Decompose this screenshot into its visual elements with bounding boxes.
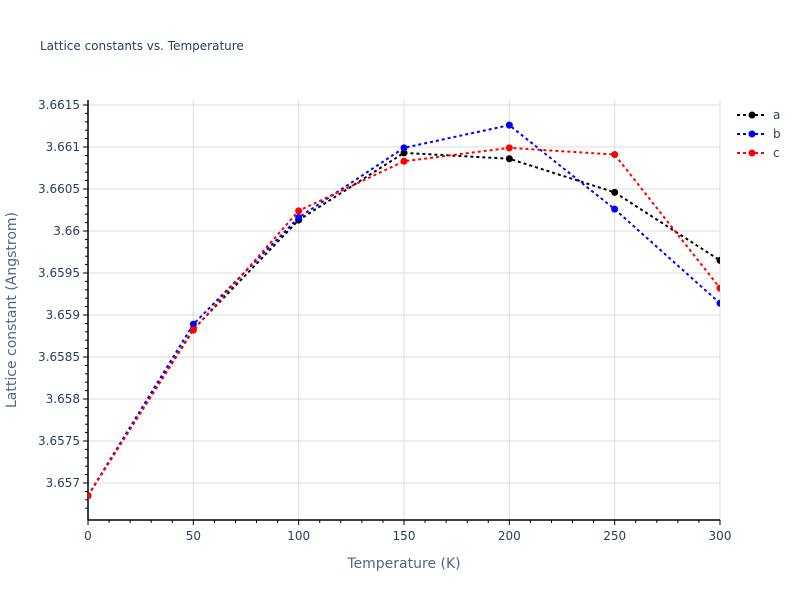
x-tick-label: 250 — [603, 529, 626, 543]
data-point[interactable] — [295, 207, 303, 215]
y-tick-label: 3.659 — [46, 308, 80, 322]
legend-label: b — [773, 127, 781, 141]
y-axis-label: Lattice constant (Angstrom) — [4, 212, 20, 408]
data-point[interactable] — [85, 492, 92, 500]
x-tick-label: 150 — [393, 529, 416, 543]
x-axis-label: Temperature (K) — [346, 556, 460, 572]
legend: abc — [737, 108, 781, 160]
data-point[interactable] — [189, 326, 197, 334]
chart-title: Lattice constants vs. Temperature — [40, 39, 244, 53]
series-c — [85, 144, 724, 500]
y-tick-label: 3.658 — [46, 392, 80, 406]
legend-marker-icon — [748, 111, 756, 119]
legend-marker-icon — [748, 149, 756, 157]
legend-marker-icon — [748, 130, 756, 138]
x-tick-label: 100 — [287, 529, 310, 543]
y-tick-label: 3.6615 — [38, 98, 80, 112]
y-tick-label: 3.661 — [46, 140, 80, 154]
legend-item-a[interactable]: a — [737, 108, 780, 122]
data-point[interactable] — [505, 121, 513, 129]
axes: 3.657 3.6575 3.658 3.6585 3.659 3.6595 3.66 3.6… — [38, 98, 731, 543]
legend-item-c[interactable]: c — [737, 146, 780, 160]
data-point[interactable] — [189, 320, 197, 328]
data-point[interactable] — [611, 151, 619, 159]
x-tick-label: 200 — [498, 529, 521, 543]
y-tick-label: 3.6595 — [38, 266, 80, 280]
y-tick-label: 3.657 — [46, 476, 80, 490]
y-tick-label: 3.6585 — [38, 350, 80, 364]
data-point[interactable] — [295, 214, 303, 222]
x-tick-label: 0 — [84, 529, 92, 543]
data-point[interactable] — [400, 149, 408, 157]
data-point[interactable] — [611, 205, 619, 213]
data-point[interactable] — [716, 299, 724, 307]
legend-item-b[interactable]: b — [737, 127, 781, 141]
data-point[interactable] — [400, 157, 408, 165]
y-tick-label: 3.6575 — [38, 434, 80, 448]
data-point[interactable] — [716, 256, 724, 264]
data-point[interactable] — [611, 188, 619, 196]
x-tick-label: 50 — [186, 529, 201, 543]
data-point[interactable] — [400, 144, 408, 152]
x-tick-label: 300 — [709, 529, 732, 543]
data-point[interactable] — [716, 284, 724, 292]
legend-label: a — [773, 108, 780, 122]
y-tick-label: 3.6605 — [38, 182, 80, 196]
y-tick-label: 3.66 — [53, 224, 80, 238]
data-point[interactable] — [505, 155, 513, 163]
data-point[interactable] — [505, 144, 513, 152]
legend-label: c — [773, 146, 780, 160]
plot-area — [85, 121, 724, 500]
